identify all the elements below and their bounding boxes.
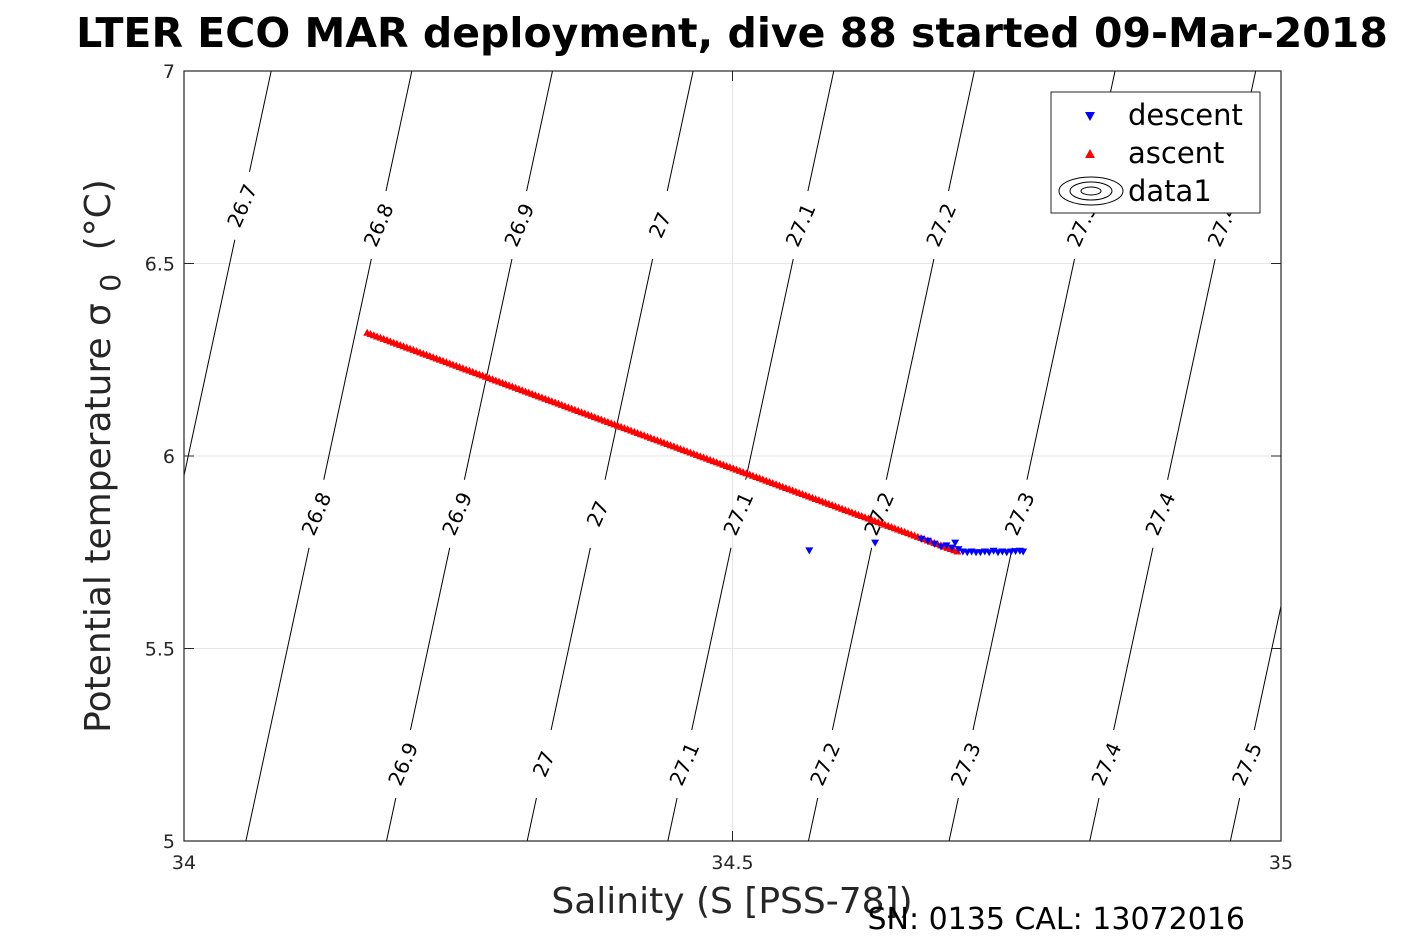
descent-point xyxy=(917,535,926,543)
isopycnal-line xyxy=(807,71,835,192)
y-axis-label-unit: (°C) xyxy=(78,179,119,250)
isopycnal-line xyxy=(1026,258,1076,480)
isopycnal-line xyxy=(831,547,873,731)
chart-title: LTER ECO MAR deployment, dive 88 started… xyxy=(76,9,1388,57)
isopycnal-line xyxy=(667,797,678,841)
isopycnal-line xyxy=(972,547,1013,731)
y-tick-label: 6 xyxy=(163,446,175,468)
y-axis-label-text: Potential temperature σ xyxy=(78,303,119,733)
isopycnal-line xyxy=(604,258,654,480)
isopycnal-line xyxy=(745,258,794,480)
descent-point xyxy=(805,547,814,555)
y-tick-label: 6.5 xyxy=(145,254,175,276)
isopycnal-line xyxy=(463,258,513,480)
isopycnal-line xyxy=(1113,547,1154,731)
descent-series xyxy=(805,535,1028,557)
isopycnal-line xyxy=(948,71,975,192)
isopycnal-line xyxy=(1253,603,1281,731)
legend-descent-label: descent xyxy=(1128,98,1243,132)
isopycnal-line xyxy=(1089,797,1100,841)
descent-point xyxy=(951,539,960,547)
isopycnal-line xyxy=(184,239,236,478)
x-tick-label: 34.5 xyxy=(711,852,753,874)
isopycnal-line xyxy=(526,797,537,841)
serial-calibration-text: SN: 0135 CAL: 13072016 xyxy=(867,902,1245,937)
descent-point xyxy=(954,546,963,554)
legend-descent-marker xyxy=(1085,112,1095,121)
isopycnal-line xyxy=(385,71,413,192)
isopycnal-line xyxy=(386,797,397,841)
descent-point xyxy=(942,542,951,550)
descent-point xyxy=(947,544,956,552)
isopycnal-line xyxy=(1229,797,1241,841)
isopycnal-line xyxy=(885,258,935,480)
y-axis-label-subscript: 0 xyxy=(94,274,127,292)
descent-point xyxy=(930,540,939,548)
descent-point xyxy=(985,549,994,557)
isopycnal-line xyxy=(948,797,959,841)
y-axis-label: Potential temperature σ 0 (°C) xyxy=(78,179,129,733)
isopycnal-line xyxy=(409,547,451,731)
x-tick-label: 35 xyxy=(1269,852,1293,874)
descent-point xyxy=(871,539,880,547)
isopycnal-line xyxy=(691,547,732,731)
y-tick-label: 7 xyxy=(163,61,175,83)
x-axis-label: Salinity (S [PSS-78]) xyxy=(551,881,912,922)
isopycnal-line xyxy=(666,71,694,192)
descent-point xyxy=(936,543,945,551)
legend: descent ascent data1 xyxy=(1050,91,1261,214)
legend-ascent-marker xyxy=(1085,149,1095,158)
axis-ticks: 34 34.5 35 5 5.5 6 6.5 7 xyxy=(145,61,1293,874)
x-tick-label: 34 xyxy=(172,852,196,874)
legend-ascent-label: ascent xyxy=(1128,136,1224,170)
isopycnal-line xyxy=(550,547,591,731)
descent-point xyxy=(1019,548,1028,556)
isopycnal-line xyxy=(245,547,310,841)
isopycnal-line xyxy=(526,71,553,192)
isopycnal-line xyxy=(323,258,372,480)
isopycnal-line xyxy=(1167,258,1216,480)
y-tick-label: 5 xyxy=(163,831,175,853)
legend-contour-icon xyxy=(1058,176,1124,206)
y-axis-label-group: Potential temperature σ 0 (°C) xyxy=(78,179,129,733)
isopycnal-line xyxy=(807,797,819,841)
descent-point xyxy=(923,537,932,545)
y-tick-label: 5.5 xyxy=(145,639,175,661)
isopycnal-line xyxy=(248,71,272,172)
legend-data1-label: data1 xyxy=(1128,174,1212,208)
